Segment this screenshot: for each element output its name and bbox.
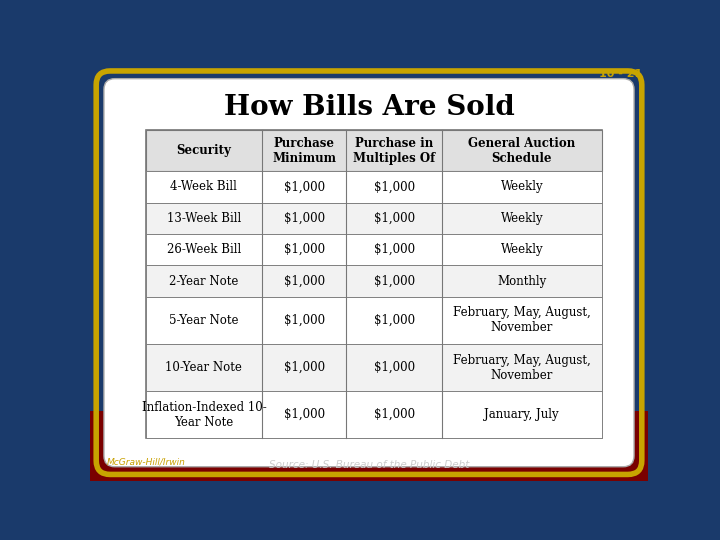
Text: 10 - 21: 10 - 21: [598, 70, 642, 79]
Text: $1,000: $1,000: [374, 408, 415, 421]
Text: 5-Year Note: 5-Year Note: [169, 314, 238, 327]
Text: 13-Week Bill: 13-Week Bill: [167, 212, 241, 225]
Text: Monthly: Monthly: [497, 275, 546, 288]
Bar: [145, 171, 601, 202]
Text: Purchase in
Multiples Of: Purchase in Multiples Of: [353, 137, 436, 165]
Text: General Auction
Schedule: General Auction Schedule: [468, 137, 575, 165]
Text: $1,000: $1,000: [374, 212, 415, 225]
Text: 2-Year Note: 2-Year Note: [169, 275, 238, 288]
Text: February, May, August,
November: February, May, August, November: [453, 306, 590, 334]
Bar: [145, 234, 601, 265]
Bar: [145, 202, 601, 234]
Text: 26-Week Bill: 26-Week Bill: [167, 243, 241, 256]
Text: February, May, August,
November: February, May, August, November: [453, 354, 590, 382]
Text: $1,000: $1,000: [374, 361, 415, 374]
Text: $1,000: $1,000: [374, 243, 415, 256]
Text: Weekly: Weekly: [500, 180, 543, 193]
Text: $1,000: $1,000: [284, 243, 325, 256]
Bar: [145, 130, 601, 171]
Text: $1,000: $1,000: [284, 361, 325, 374]
Text: $1,000: $1,000: [374, 314, 415, 327]
FancyBboxPatch shape: [104, 79, 634, 467]
Text: McGraw-Hill/Irwin: McGraw-Hill/Irwin: [107, 458, 186, 467]
Bar: [145, 391, 601, 438]
Text: Inflation-Indexed 10-
Year Note: Inflation-Indexed 10- Year Note: [142, 401, 266, 429]
Text: Weekly: Weekly: [500, 243, 543, 256]
Text: $1,000: $1,000: [374, 275, 415, 288]
Text: $1,000: $1,000: [284, 408, 325, 421]
Text: 4-Week Bill: 4-Week Bill: [171, 180, 238, 193]
Text: Weekly: Weekly: [500, 212, 543, 225]
Text: $1,000: $1,000: [284, 275, 325, 288]
Bar: [145, 344, 601, 391]
Text: Security: Security: [176, 144, 231, 157]
Text: How Bills Are Sold: How Bills Are Sold: [224, 94, 514, 121]
Text: $1,000: $1,000: [284, 212, 325, 225]
Text: 10-Year Note: 10-Year Note: [166, 361, 243, 374]
Text: $1,000: $1,000: [374, 180, 415, 193]
Text: Source: U.S. Bureau of the Public Debt: Source: U.S. Bureau of the Public Debt: [269, 460, 469, 470]
Bar: [90, 411, 648, 481]
Bar: [145, 297, 601, 344]
Text: $1,000: $1,000: [284, 314, 325, 327]
Bar: [145, 130, 601, 438]
Text: January, July: January, July: [485, 408, 559, 421]
Text: $1,000: $1,000: [284, 180, 325, 193]
Text: Purchase
Minimum: Purchase Minimum: [272, 137, 336, 165]
Bar: [145, 265, 601, 297]
